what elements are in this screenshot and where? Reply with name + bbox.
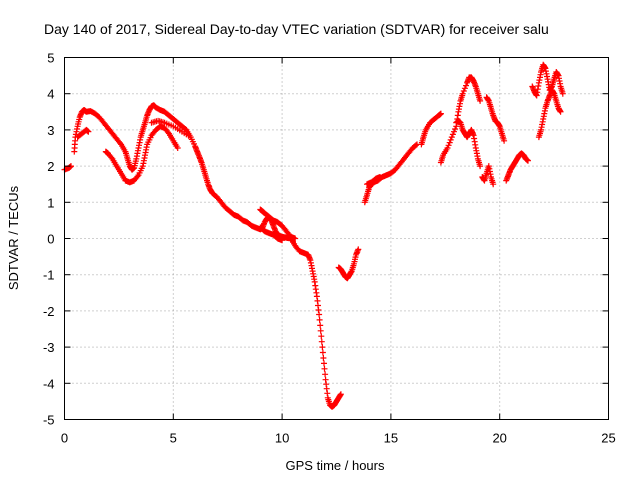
y-tick-label: -4 [43,376,55,391]
y-axis-label: SDTVAR / TECUs [6,185,21,290]
y-tick-label: 5 [47,51,54,66]
chart-title: Day 140 of 2017, Sidereal Day-to-day VTE… [44,21,549,37]
x-tick-label: 0 [61,431,68,446]
x-axis-label: GPS time / hours [286,458,385,473]
x-tick-label: 25 [601,431,615,446]
y-tick-labels: 5 4 3 2 1 0 -1 -2 -3 -4 -5 [43,51,55,428]
x-tick-label: 15 [384,431,398,446]
axis-ticks [64,57,609,420]
x-tick-labels: 0 5 10 15 20 25 [61,431,616,446]
y-tick-label: 1 [47,195,54,210]
y-tick-label: -3 [43,340,55,355]
x-tick-label: 10 [275,431,289,446]
y-tick-label: -1 [43,268,55,283]
x-tick-label: 20 [492,431,506,446]
y-tick-label: 4 [47,87,54,102]
y-tick-label: -5 [43,413,55,428]
y-tick-label: 0 [47,232,54,247]
y-tick-label: 2 [47,159,54,174]
y-tick-label: 3 [47,123,54,138]
x-tick-label: 5 [170,431,177,446]
y-tick-label: -2 [43,304,55,319]
